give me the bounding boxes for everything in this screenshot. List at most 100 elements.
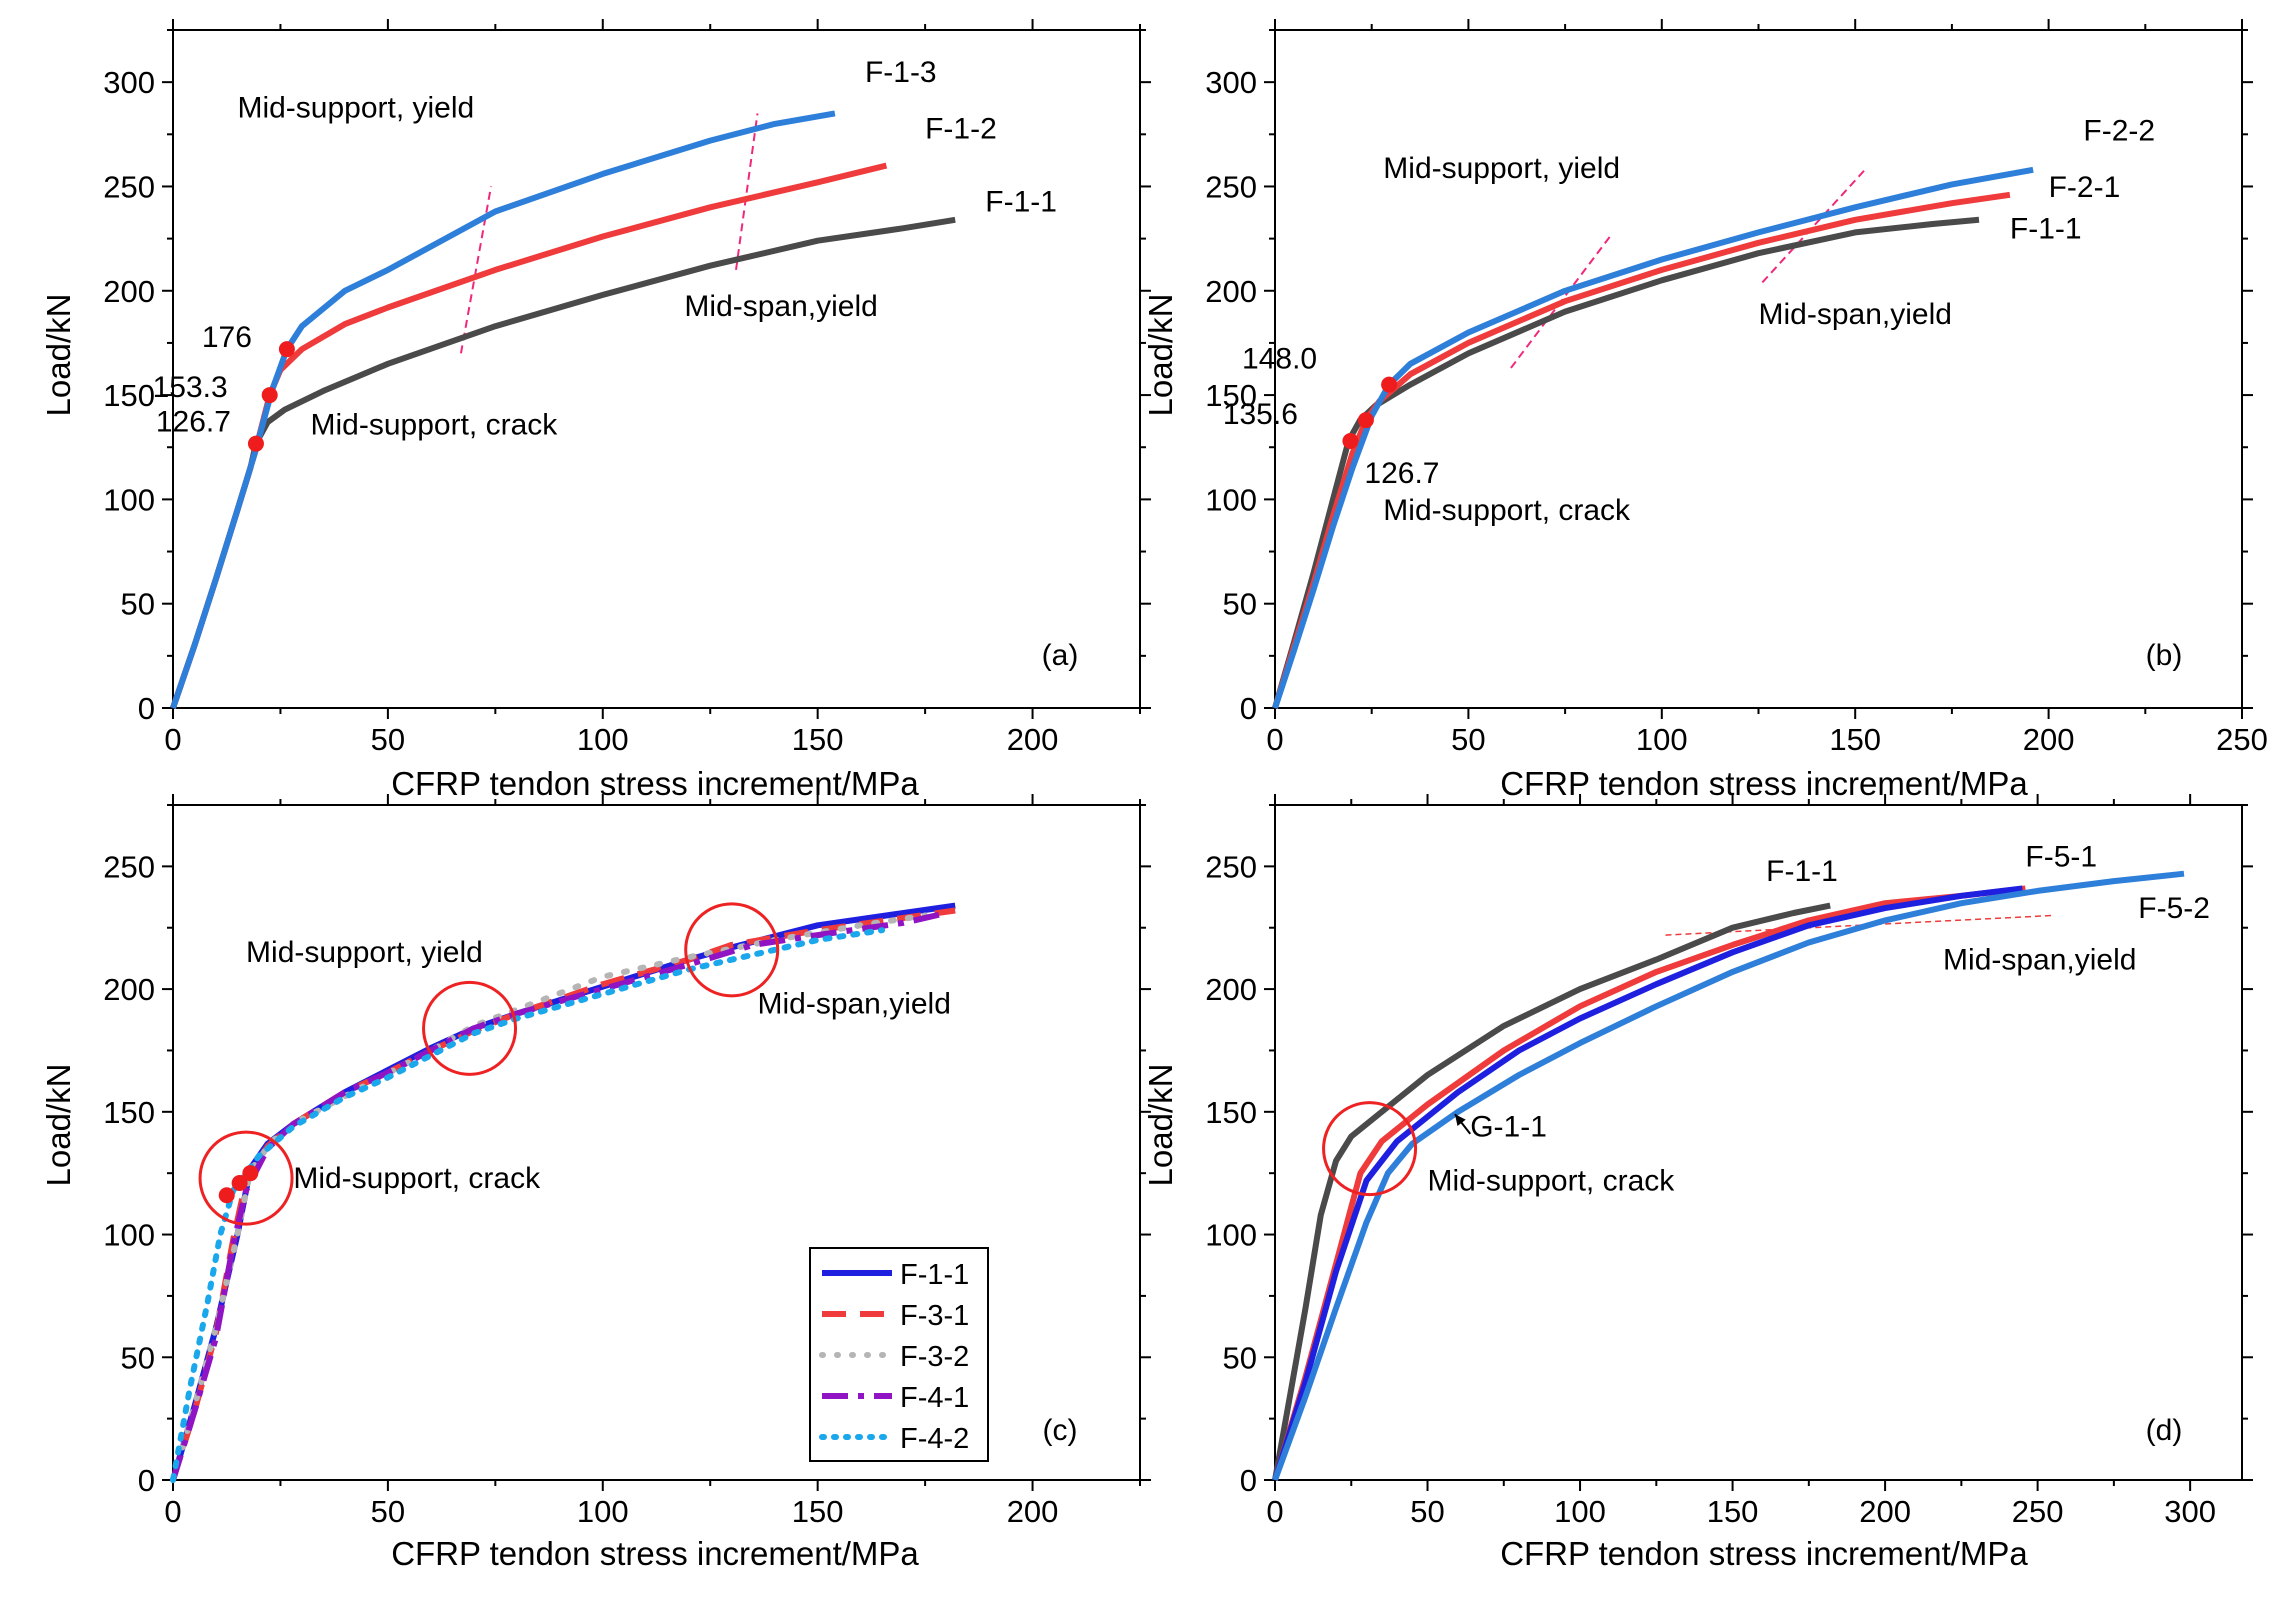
panel-d-plot: 0 50 100 150 200 250 300 0 50 100 150 200 250 F-1-1 F-…	[1205, 794, 2253, 1529]
p0-curve-label-f-1-2: F-1-2	[925, 112, 997, 145]
p1-y-tick-label-100: 100	[1205, 482, 1257, 517]
p2-annotation-0: Mid-support, yield	[246, 936, 483, 969]
p3-x-tick-label-50: 50	[1410, 1494, 1444, 1529]
p2-y-tick-label-100: 100	[103, 1218, 155, 1253]
p0-marker-0	[247, 435, 264, 452]
p2-axes-frame	[172, 804, 1141, 1481]
p1-x-tick-label-250: 250	[2216, 722, 2268, 757]
p1-x-tick-label-0: 0	[1266, 722, 1283, 757]
p3-y-tick-label-200: 200	[1205, 972, 1257, 1007]
panel-b-xlabel: CFRP tendon stress increment/MPa	[1500, 765, 2028, 802]
p0-y-tick-label-50: 50	[121, 587, 155, 622]
p2-highlight-circle-0	[198, 1130, 294, 1226]
panel-c: 0 50 100 150 200 0 50 100 150 200 250 Mid-support, …	[40, 794, 1151, 1572]
p3-arrow-head-0	[1454, 1114, 1466, 1127]
p3-y-tick-label-0: 0	[1240, 1463, 1257, 1498]
p0-curve-label-f-1-3: F-1-3	[865, 56, 937, 89]
p3-annotation-1: Mid-support, crack	[1428, 1164, 1676, 1197]
p2-marker-0	[218, 1187, 235, 1204]
p3-highlight-circle-0	[1322, 1101, 1418, 1197]
p1-y-tick-label-200: 200	[1205, 274, 1257, 309]
p0-marker-label-1: 153.3	[153, 371, 228, 404]
p0-guide-line-0	[459, 186, 493, 354]
p1-annotation-0: Mid-support, yield	[1383, 152, 1620, 185]
p0-marker-2	[278, 341, 295, 358]
p2-marker-1	[231, 1175, 248, 1191]
panel-b-label: (b)	[2146, 639, 2183, 672]
panel-c-xlabel: CFRP tendon stress increment/MPa	[391, 1535, 919, 1572]
p3-curve-label-f-5-1: F-5-1	[2025, 840, 2097, 873]
p0-annotation-2: Mid-support, crack	[311, 409, 559, 442]
p1-x-tick-label-200: 200	[2023, 722, 2075, 757]
p2-y-tick-label-50: 50	[121, 1340, 155, 1375]
panel-b: 0 50 100 150 200 250 0 50 100 150 200 250 300 126.7 13…	[1142, 19, 2268, 802]
panel-d-label: (d)	[2146, 1414, 2183, 1447]
p1-x-tick-label-50: 50	[1451, 722, 1485, 757]
panel-a: 0 50 100 150 200 0 50 100 150 200 250 300 126.7153.3…	[40, 19, 1151, 802]
p3-x-tick-label-100: 100	[1554, 1494, 1606, 1529]
p3-x-tick-label-150: 150	[1707, 1494, 1759, 1529]
p2-x-tick-label-0: 0	[164, 1494, 181, 1529]
p3-curve-label-f-5-2: F-5-2	[2138, 892, 2210, 925]
p3-y-tick-label-100: 100	[1205, 1218, 1257, 1253]
p0-curve-label-f-1-1: F-1-1	[985, 185, 1057, 218]
legend-label-f-1-1: F-1-1	[900, 1259, 969, 1291]
panel-a-plot: 0 50 100 150 200 0 50 100 150 200 250 300 126.7153.3…	[103, 19, 1151, 757]
p1-curve-label-f-2-2: F-2-2	[2083, 115, 2155, 148]
p1-curve-label-f-2-1: F-2-1	[2049, 171, 2121, 204]
p0-x-tick-label-150: 150	[792, 722, 844, 757]
p1-y-tick-label-0: 0	[1240, 691, 1257, 726]
panel-d-ylabel: Load/kN	[1142, 1064, 1179, 1187]
p2-y-tick-label-0: 0	[138, 1463, 155, 1498]
p1-y-tick-label-50: 50	[1223, 587, 1257, 622]
p0-y-tick-label-0: 0	[138, 691, 155, 726]
p1-x-tick-label-100: 100	[1636, 722, 1688, 757]
p2-x-tick-label-200: 200	[1007, 1494, 1059, 1529]
p0-marker-label-0: 126.7	[156, 406, 231, 439]
p1-marker-label-1: 135.6	[1223, 398, 1298, 431]
panel-d: 0 50 100 150 200 250 300 0 50 100 150 200 250 F-1-1 F-…	[1142, 794, 2253, 1572]
p3-axes-frame	[1274, 804, 2243, 1481]
p0-annotation-0: Mid-support, yield	[237, 92, 474, 125]
p0-x-tick-label-100: 100	[577, 722, 629, 757]
p1-x-tick-label-150: 150	[1829, 722, 1881, 757]
panel-a-ylabel: Load/kN	[40, 294, 77, 417]
p1-marker-2	[1381, 376, 1398, 393]
panel-a-label: (a)	[1042, 639, 1079, 672]
p3-y-tick-label-150: 150	[1205, 1095, 1257, 1130]
p1-series-f-2-2	[1272, 166, 2034, 709]
p3-curve-label-f-1-1: F-1-1	[1766, 855, 1838, 888]
panel-b-ylabel: Load/kN	[1142, 294, 1179, 417]
p3-series-f-5-1	[1272, 885, 2026, 1481]
legend-label-f-4-2: F-4-2	[900, 1423, 969, 1455]
p0-y-tick-label-200: 200	[103, 274, 155, 309]
p0-y-tick-label-250: 250	[103, 169, 155, 204]
p3-y-tick-label-50: 50	[1223, 1340, 1257, 1375]
p2-x-tick-label-50: 50	[371, 1494, 405, 1529]
legend-label-f-3-1: F-3-1	[900, 1300, 969, 1332]
p3-series-g-1-1	[1272, 885, 2023, 1481]
p0-series-f-1-3	[170, 110, 836, 709]
p0-x-tick-label-200: 200	[1007, 722, 1059, 757]
p2-highlight-circle-1	[422, 980, 518, 1076]
p2-x-tick-label-150: 150	[792, 1494, 844, 1529]
p1-curve-label-f-1-1: F-1-1	[2010, 213, 2082, 246]
panel-c-plot: 0 50 100 150 200 0 50 100 150 200 250 Mid-support, …	[103, 794, 1151, 1529]
panel-a-xlabel: CFRP tendon stress increment/MPa	[391, 765, 919, 802]
p0-y-tick-label-300: 300	[103, 65, 155, 100]
p1-y-tick-label-150: 150	[1205, 378, 1257, 413]
p3-x-tick-label-300: 300	[2164, 1494, 2216, 1529]
legend-label-f-4-1: F-4-1	[900, 1382, 969, 1414]
p1-marker-0	[1342, 432, 1359, 449]
p0-y-tick-label-150: 150	[103, 378, 155, 413]
p3-x-tick-label-250: 250	[2012, 1494, 2064, 1529]
p1-marker-label-0: 126.7	[1364, 457, 1439, 490]
p3-curve-label-g-1-1: G-1-1	[1470, 1110, 1547, 1143]
p0-marker-1	[261, 387, 278, 404]
p3-annotation-0: Mid-span,yield	[1943, 943, 2136, 976]
p1-y-tick-label-300: 300	[1205, 65, 1257, 100]
panel-d-xlabel: CFRP tendon stress increment/MPa	[1500, 1535, 2028, 1572]
p2-y-tick-label-150: 150	[103, 1095, 155, 1130]
p0-x-tick-label-50: 50	[371, 722, 405, 757]
